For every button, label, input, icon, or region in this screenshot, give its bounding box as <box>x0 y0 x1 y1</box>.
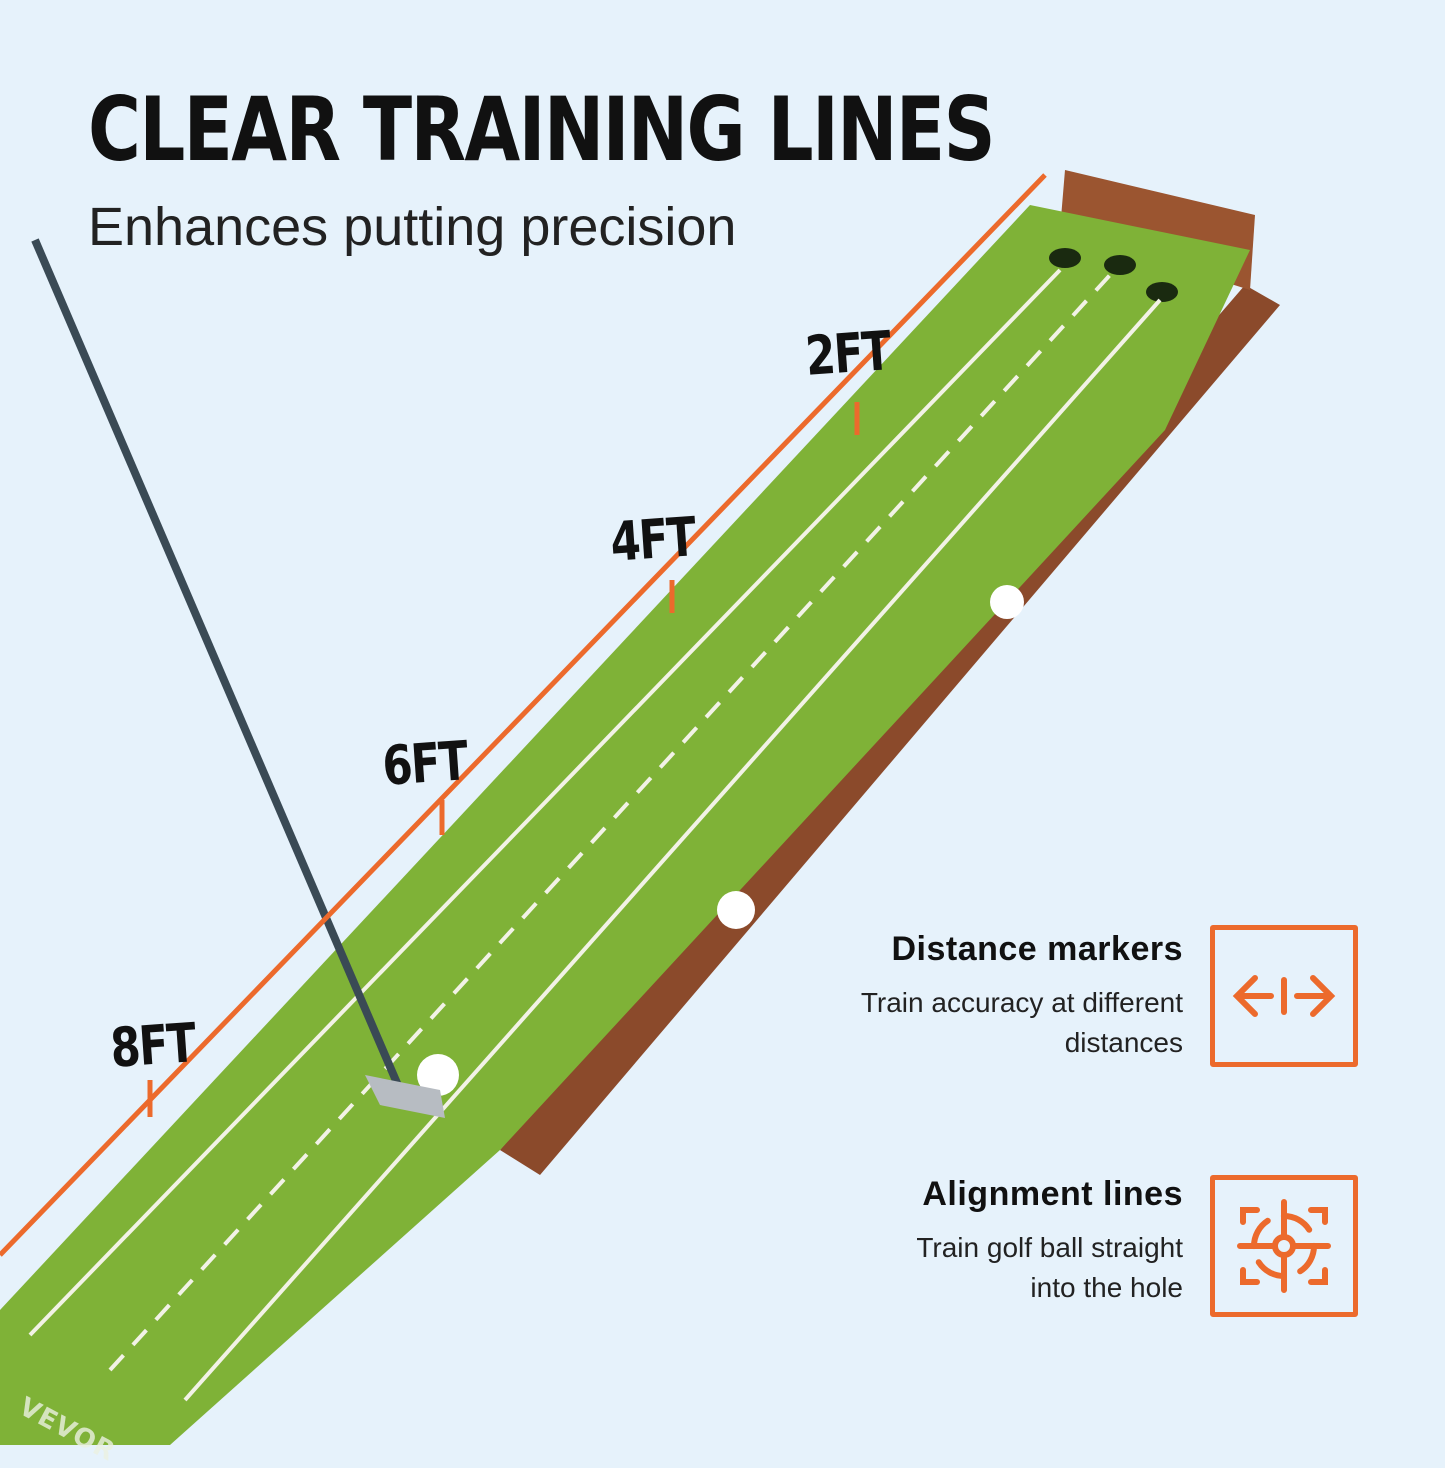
distance-label-6ft: 6FT <box>380 729 469 798</box>
distance-arrows-icon <box>1210 925 1358 1067</box>
golf-club-head <box>365 1075 445 1118</box>
feature-description: into the hole <box>1030 1272 1183 1303</box>
alignment-lines <box>28 268 1162 1402</box>
distance-scale-line <box>0 173 1047 1257</box>
target-crosshair-icon <box>1210 1175 1358 1317</box>
feature-title: Distance markers <box>891 930 1183 968</box>
distance-label-2ft: 2FT <box>803 319 892 388</box>
feature-alignment-lines: Alignment lines Train golf ball straight… <box>916 1175 1183 1308</box>
distance-label-8ft: 8FT <box>108 1011 197 1080</box>
green-mat <box>0 205 1250 1445</box>
feature-description: distances <box>1064 1027 1183 1058</box>
page-subtitle: Enhances putting precision <box>88 197 737 257</box>
golf-ball <box>417 1054 459 1096</box>
feature-title: Alignment lines <box>922 1175 1183 1213</box>
golf-ball <box>717 891 755 929</box>
distance-label-4ft: 4FT <box>608 505 697 574</box>
feature-distance-markers: Distance markers Train accuracy at diffe… <box>861 930 1183 1063</box>
feature-description: Train accuracy at different <box>860 987 1183 1018</box>
feature-description: Train golf ball straight <box>916 1232 1183 1263</box>
hole-cups <box>1049 248 1178 302</box>
page-title: CLEAR TRAINING LINES <box>88 78 996 181</box>
golf-ball <box>990 585 1024 619</box>
golf-club-shaft <box>31 238 404 1092</box>
